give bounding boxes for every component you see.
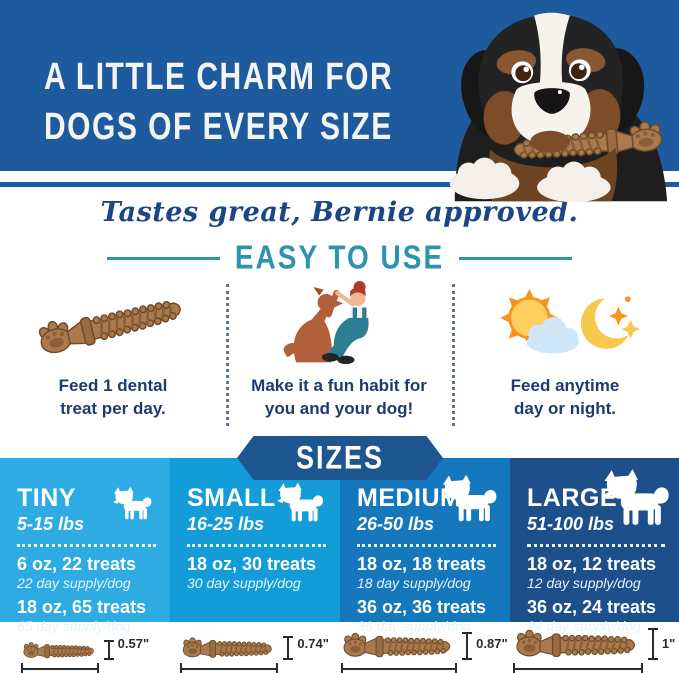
size-name: SMALL [187, 484, 276, 512]
size-option: 36 oz, 36 treats 36 day supply/dog [357, 597, 487, 634]
dog-silhouette-icon [602, 469, 669, 525]
sizes-title: SIZES [295, 439, 385, 476]
size-option: 18 oz, 12 treats 12 day supply/dog [527, 554, 657, 591]
dotted-separator [452, 284, 455, 426]
dotted-separator [226, 284, 229, 426]
treat-measurement-medium: 4.1" 0.87" [340, 622, 510, 673]
size-option: 36 oz, 24 treats 24 day supply/dog [527, 597, 657, 634]
size-option: 18 oz, 18 treats 18 day supply/dog [357, 554, 487, 591]
dog-silhouette-icon [441, 474, 497, 522]
treat-image [515, 627, 641, 660]
tagline: Tastes great, Bernie approved. [100, 197, 579, 228]
length-arrow [20, 663, 99, 673]
treat-measurement-tiny: 2.7" 0.57" [0, 622, 170, 673]
sizes-banner: SIZES [237, 436, 443, 480]
easy-step-1: Feed 1 dental treat per day. [0, 280, 226, 450]
dog-silhouette-icon [113, 486, 152, 520]
treat-image [22, 627, 97, 660]
weight-range: 16-25 lbs [187, 514, 265, 534]
dog-silhouette-icon [277, 482, 323, 522]
easy-to-use-title: EASY TO USE [234, 239, 445, 276]
headline-line2: DOGS OF EVERY SIZE [44, 105, 393, 148]
dotted-divider [527, 544, 665, 547]
easy-step-3: Feed anytime day or night. [452, 280, 678, 450]
headline-line1: A LITTLE CHARM FOR [44, 55, 394, 99]
size-option: 18 oz, 30 treats 30 day supply/dog [187, 554, 317, 591]
size-name: MEDIUM [357, 484, 462, 512]
height-label: 0.87" [476, 636, 508, 651]
easy-step-caption: Make it a fun habit for you and your dog… [251, 376, 427, 418]
size-name: LARGE [527, 484, 617, 512]
dotted-divider [357, 544, 496, 547]
height-label: 1" [661, 636, 676, 651]
dental-treat-icon [34, 280, 189, 366]
size-column-small: SMALL 16-25 lbs 18 oz, 30 treats 30 day … [170, 458, 340, 622]
dog-highfive-icon [279, 280, 399, 366]
height-bracket [283, 636, 294, 660]
height-bracket [647, 628, 658, 660]
easy-step-caption: Feed 1 dental treat per day. [58, 376, 168, 418]
divider-stripe [0, 182, 679, 187]
height-bracket [462, 632, 473, 660]
headline: A LITTLE CHARM FOR DOGS OF EVERY SIZE [44, 52, 393, 152]
length-arrow [341, 663, 458, 673]
height-bracket [103, 640, 114, 660]
length-arrow [512, 663, 643, 673]
easy-to-use-row: Feed 1 dental treat per day. [0, 280, 679, 450]
height-label: 0.57" [117, 636, 150, 651]
height-label: 0.74" [297, 636, 329, 651]
size-columns: TINY 5-15 lbs 6 oz, 22 treats 22 day sup… [0, 458, 679, 634]
right-rule [459, 256, 573, 260]
bernese-dog-illustration [449, 12, 668, 202]
size-column-medium: MEDIUM 26-50 lbs 18 oz, 18 treats 18 day… [340, 458, 510, 634]
easy-to-use-header: EASY TO USE [0, 239, 679, 276]
weight-range: 5-15 lbs [17, 514, 85, 534]
weight-range: 51-100 lbs [527, 514, 615, 534]
easy-step-2: Make it a fun habit for you and your dog… [226, 280, 452, 450]
treat-image [343, 627, 455, 660]
day-and-night-icon [490, 280, 640, 366]
dog-paws [449, 157, 611, 202]
treat-measurements-row: 2.7" 0.57" 3.5" 0.74" [0, 622, 679, 673]
dotted-divider [17, 544, 156, 547]
size-option: 6 oz, 22 treats 22 day supply/dog [17, 554, 137, 591]
treat-measurement-small: 3.5" 0.74" [170, 622, 340, 673]
left-rule [106, 256, 220, 260]
dotted-divider [187, 544, 326, 547]
size-column-large: LARGE 51-100 lbs 18 oz, 12 treats 12 day… [510, 458, 679, 634]
size-column-tiny: TINY 5-15 lbs 6 oz, 22 treats 22 day sup… [0, 458, 170, 634]
weight-range: 26-50 lbs [357, 514, 435, 534]
easy-step-caption: Feed anytime day or night. [510, 376, 620, 418]
treat-image [182, 627, 276, 660]
treat-measurement-large: 4.9" 1" [509, 622, 679, 673]
size-option: 18 oz, 65 treats 65 day supply/dog [17, 597, 147, 634]
size-name: TINY [17, 484, 76, 512]
length-arrow [180, 663, 279, 673]
